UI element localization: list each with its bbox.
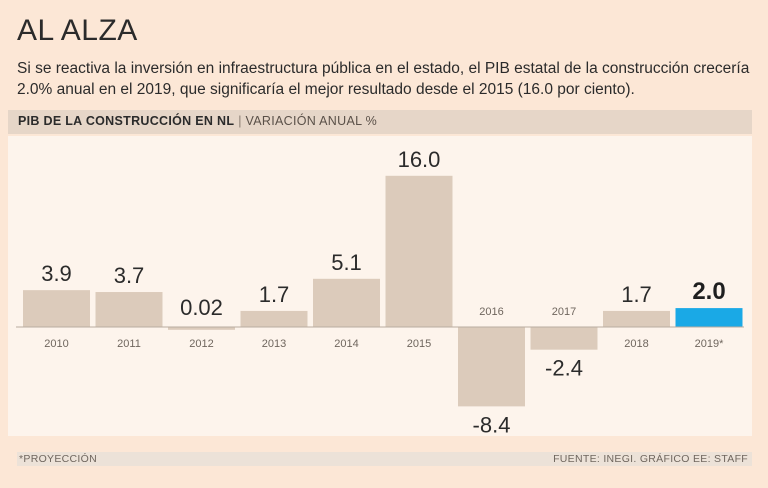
value-label-2014: 5.1 [331, 250, 362, 275]
category-label-2011: 2011 [117, 338, 141, 350]
footer-bar: *PROYECCIÓN FUENTE: INEGI. GRÁFICO EE: S… [17, 452, 752, 466]
chart-header-bar: PIB DE LA CONSTRUCCIÓN EN NL | VARIACIÓN A… [8, 110, 752, 134]
value-label-2011: 3.7 [114, 263, 145, 288]
chart-header-label-group: PIB DE LA CONSTRUCCIÓN EN NL | VARIACIÓN A… [18, 114, 377, 128]
footnote: *PROYECCIÓN [19, 453, 97, 465]
source-credit: FUENTE: INEGI. GRÁFICO EE: STAFF [553, 453, 748, 465]
bar-2015 [385, 175, 453, 327]
bar-2016 [458, 327, 525, 407]
bar-2011 [95, 292, 163, 327]
value-label-2013: 1.7 [259, 282, 290, 307]
value-label-2016: -8.4 [473, 412, 511, 436]
chart-area: 3.9 2010 3.7 2011 0.02 2012 1.7 2013 5.1 2014 16.0… [8, 136, 752, 436]
value-label-2012: 0.02 [180, 295, 223, 320]
bar-chart: 3.9 2010 3.7 2011 0.02 2012 1.7 2013 5.1 2014 16.0… [16, 147, 744, 436]
bar-2010 [23, 290, 90, 327]
bar-2013 [240, 310, 308, 327]
chart-header-separator: | [238, 114, 242, 128]
category-label-2015: 2015 [407, 338, 431, 350]
chart-header-unit: VARIACIÓN ANUAL % [245, 114, 378, 128]
bar-2012 [168, 326, 235, 330]
chart-header-label: PIB DE LA CONSTRUCCIÓN EN NL [18, 114, 235, 128]
value-label-2018: 1.7 [621, 282, 652, 307]
value-label-2019: 2.0 [692, 278, 725, 305]
category-label-2019: 2019* [695, 338, 724, 350]
category-label-2018: 2018 [624, 338, 648, 350]
value-label-2015: 16.0 [398, 147, 441, 172]
bar-2014 [313, 278, 380, 327]
category-label-2012: 2012 [189, 338, 213, 350]
category-label-2014: 2014 [334, 338, 358, 350]
bar-2019 [675, 308, 743, 327]
chart-title: AL ALZA [17, 14, 138, 47]
category-label-2013: 2013 [262, 338, 286, 350]
bar-2017 [530, 327, 598, 350]
chart-subtitle: Si se reactiva la inversión en infraestr… [17, 60, 750, 98]
category-label-2010: 2010 [44, 338, 68, 350]
value-label-2017: -2.4 [545, 356, 583, 381]
value-label-2010: 3.9 [41, 261, 72, 286]
bar-2018 [603, 310, 670, 327]
category-label-2017: 2017 [552, 306, 576, 318]
category-label-2016: 2016 [479, 306, 503, 318]
